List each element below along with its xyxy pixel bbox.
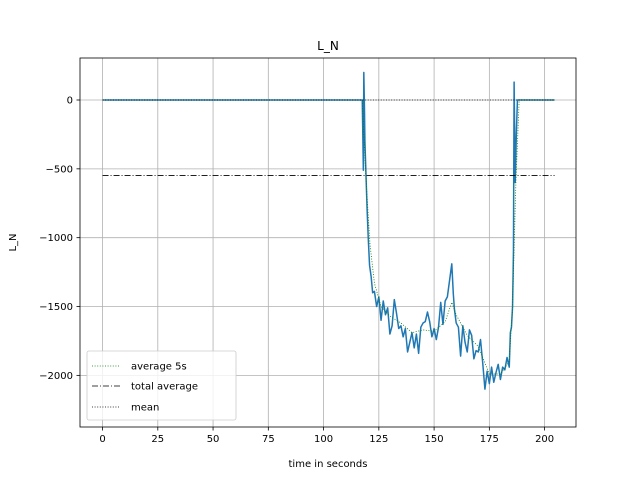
series-line-l-n bbox=[102, 71, 555, 390]
axes-frame bbox=[79, 57, 577, 428]
legend-label-mean: mean bbox=[131, 403, 159, 414]
plot-area bbox=[102, 71, 555, 390]
legend-label-total-average: total average bbox=[131, 382, 198, 393]
legend-box bbox=[86, 350, 237, 421]
y-tick-label-500: −500 bbox=[46, 164, 73, 175]
x-tick-label-75: 75 bbox=[262, 434, 275, 445]
x-tick-label-100: 100 bbox=[314, 434, 333, 445]
x-tick-label-175: 175 bbox=[480, 434, 499, 445]
y-tick-label-2000: −2000 bbox=[39, 371, 73, 382]
x-tick-label-25: 25 bbox=[151, 434, 164, 445]
x-tick-label-50: 50 bbox=[207, 434, 220, 445]
y-tick-label-0: 0 bbox=[67, 95, 73, 106]
x-axis-label: time in seconds bbox=[289, 459, 368, 470]
legend: average 5s total average mean bbox=[86, 350, 237, 421]
y-axis-label: L_N bbox=[8, 233, 19, 251]
axis-ticks: 0 25 50 75 100 125 150 175 200 0 −500 −1000 −1500 −20… bbox=[39, 95, 554, 445]
x-tick-label-200: 200 bbox=[535, 434, 554, 445]
x-tick-label-125: 125 bbox=[369, 434, 388, 445]
x-tick-label-0: 0 bbox=[99, 434, 105, 445]
series-line-average-5s bbox=[102, 99, 555, 375]
y-tick-label-1000: −1000 bbox=[39, 233, 73, 244]
legend-label-average-5s: average 5s bbox=[131, 362, 187, 373]
x-tick-label-150: 150 bbox=[425, 434, 444, 445]
y-tick-label-1500: −1500 bbox=[39, 302, 73, 313]
chart-title: L_N bbox=[317, 39, 339, 53]
